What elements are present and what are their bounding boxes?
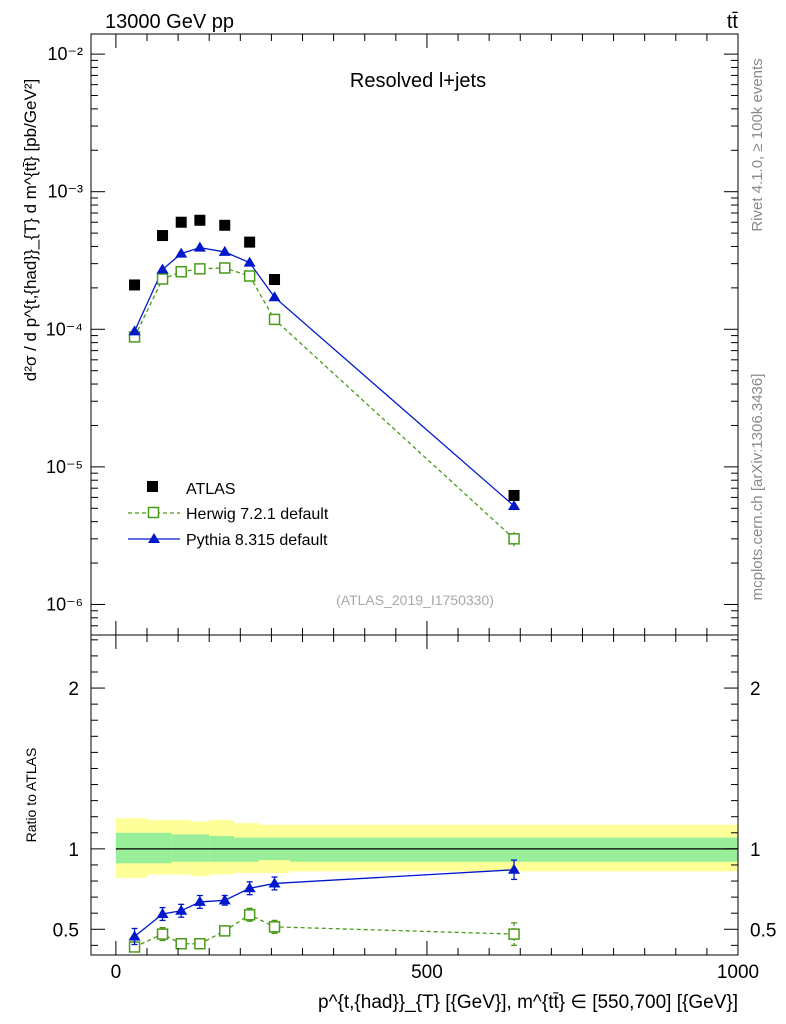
atlas-point — [175, 216, 187, 228]
ratio-panel: 0.5 0.5 1 1 2 2 0 500 1000 — [53, 634, 776, 983]
atlas-point — [129, 279, 141, 291]
herwig-point — [508, 533, 520, 545]
atlas-point — [269, 274, 281, 286]
herwig-point — [268, 313, 281, 326]
band-inner-segment — [290, 837, 738, 862]
atlas-point — [157, 230, 169, 242]
pythia-point — [268, 291, 281, 302]
pythia-point — [128, 325, 141, 336]
herwig-point — [156, 273, 169, 285]
herwig-line — [133, 267, 515, 540]
pythia-point — [508, 499, 521, 510]
herwig-ratio-line — [134, 914, 515, 948]
ratio-y-tick-label: 2 — [68, 679, 79, 700]
band-inner-segment — [146, 832, 172, 864]
herwig-point — [219, 262, 231, 274]
ratio-x-tick-label: 1000 — [717, 962, 759, 983]
ratio-x-tick-label: 500 — [411, 962, 443, 983]
pythia-point — [175, 247, 188, 258]
header-process-label: tt̄ — [727, 11, 739, 33]
pythia-ratio-point — [156, 907, 169, 918]
main-y-axis-title: d²σ / d p^{t,{had}}_{T} d m^{tt̄} [pb/Ge… — [21, 79, 40, 381]
pythia-ratio-point — [128, 930, 141, 941]
ratio-band — [115, 818, 738, 878]
band-inner-segment — [171, 834, 191, 862]
pythia-ratio-line — [134, 869, 515, 938]
ratio-x-tick-label: 0 — [111, 962, 122, 983]
herwig-point — [175, 265, 187, 278]
pythia-point — [218, 245, 231, 256]
legend-label-herwig: Herwig 7.2.1 default — [186, 506, 329, 523]
ratio-y-tick-label-right: 2 — [750, 679, 761, 700]
pythia-ratio-point — [193, 895, 206, 906]
analysis-label: (ATLAS_2019_I1750330) — [336, 592, 494, 608]
legend-marker-pythia — [148, 533, 160, 543]
atlas-point — [508, 489, 520, 501]
main-y-tick-label: 10⁻⁶ — [46, 594, 83, 614]
pythia-line — [133, 246, 515, 507]
ratio-y-tick-label-right: 1 — [750, 840, 761, 861]
legend: ATLAS Herwig 7.2.1 default Pythia 8.315 … — [128, 481, 329, 549]
main-y-tick-label: 10⁻² — [47, 44, 83, 64]
herwig-ratio-point — [243, 909, 256, 921]
pythia-point — [243, 256, 256, 267]
pythia-point — [156, 263, 169, 274]
mcplots-label: mcplots.cern.ch [arXiv:1306.3436] — [749, 374, 766, 601]
main-panel: Resolved l+jets (ATLAS_2019_I1750330) 10… — [46, 33, 739, 636]
main-data-layer — [128, 214, 521, 547]
ratio-x-axis-title: p^{t,{had}}_{T} [{GeV}], m^{tt̄} ∈ [550,… — [318, 992, 738, 1013]
ratio-y-axis-title: Ratio to ATLAS — [23, 748, 39, 843]
pythia-point — [193, 241, 206, 252]
herwig-ratio-point — [175, 937, 187, 950]
band-inner-segment — [190, 834, 210, 862]
atlas-point — [194, 214, 206, 226]
legend-marker-herwig — [147, 506, 160, 519]
pythia-ratio-point — [218, 894, 231, 905]
ratio-data-layer — [128, 859, 521, 953]
atlas-point — [219, 219, 231, 231]
herwig-point — [243, 270, 256, 282]
ratio-y-tick-label: 0.5 — [53, 920, 79, 941]
herwig-ratio-point — [219, 925, 231, 937]
legend-label-pythia: Pythia 8.315 default — [186, 532, 328, 549]
herwig-ratio-point — [268, 921, 281, 933]
herwig-point — [194, 263, 206, 275]
pythia-ratio-point — [175, 904, 188, 915]
pythia-ratio-point — [268, 877, 281, 888]
herwig-ratio-point — [508, 928, 520, 940]
main-y-tick-label: 10⁻⁵ — [46, 457, 83, 477]
header-energy-label: 13000 GeV pp — [105, 11, 234, 33]
ratio-axes: 0.5 0.5 1 1 2 2 0 500 1000 — [53, 634, 776, 983]
ratio-y-tick-label: 1 — [68, 840, 79, 861]
band-inner-segment — [115, 832, 147, 864]
rivet-label: Rivet 4.1.0, ≥ 100k events — [749, 58, 766, 231]
legend-label-atlas: ATLAS — [186, 481, 236, 498]
herwig-ratio-point — [194, 937, 206, 950]
main-y-tick-label: 10⁻⁴ — [46, 319, 83, 339]
main-title: Resolved l+jets — [350, 70, 486, 92]
main-axes: 10⁻⁶ 10⁻⁵ 10⁻⁴ 10⁻³ 10⁻² — [46, 33, 739, 636]
pythia-ratio-point — [508, 863, 521, 874]
herwig-ratio-point — [156, 928, 169, 940]
atlas-point — [244, 236, 256, 248]
main-y-tick-label: 10⁻³ — [47, 182, 83, 202]
ratio-frame — [90, 634, 739, 956]
legend-marker-atlas — [147, 481, 158, 492]
ratio-y-tick-label-right: 0.5 — [750, 920, 776, 941]
pythia-ratio-point — [243, 882, 256, 893]
band-inner-segment — [234, 837, 259, 862]
